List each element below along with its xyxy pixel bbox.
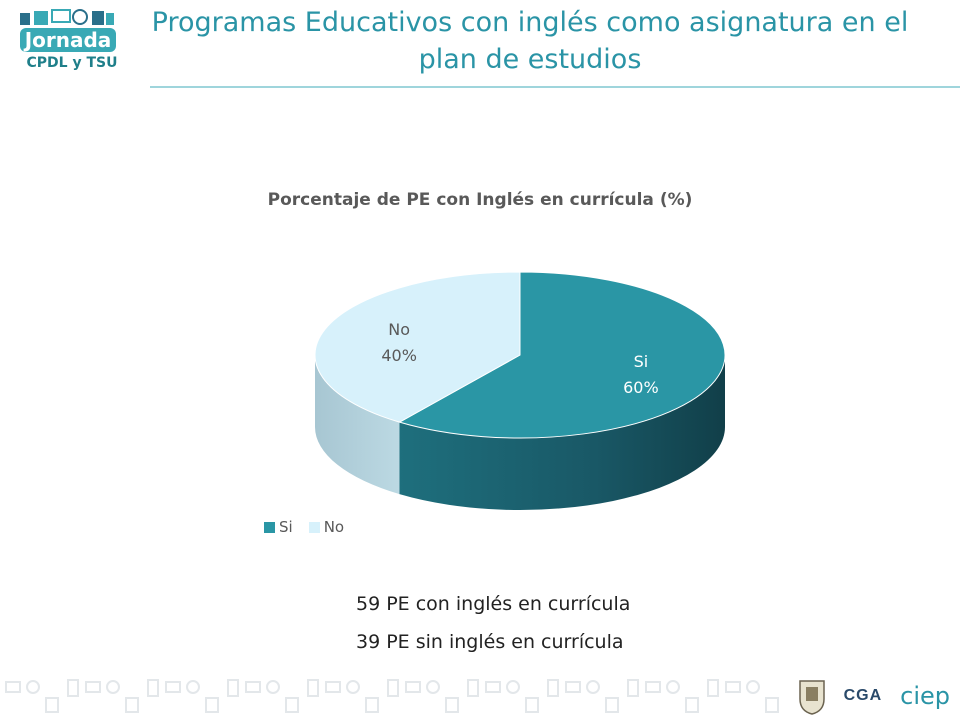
pie-label-category-si: Si [634,352,649,371]
legend-item-no: No [308,518,345,536]
footer-pattern-shape [205,697,219,713]
footer-pattern-shape [186,680,200,694]
title-line-1: Programas Educativos con inglés como asi… [151,7,909,38]
title-line-2: plan de estudios [418,44,642,75]
pie-slice-si [398,271,726,439]
footer-pattern-shape [645,681,661,693]
footer-pattern-shape [5,681,21,693]
footer-pattern-shape [387,679,399,697]
footer-pattern-shape [67,679,79,697]
footer-pattern [5,679,779,713]
footer-pattern-shape [85,681,101,693]
footer-pattern-shape [307,679,319,697]
footer-pattern-shape [605,697,619,713]
footer-pattern-shape [106,680,120,694]
logo-icons [20,9,114,25]
footer-pattern-shape [125,697,139,713]
footer-pattern-shape [525,697,539,713]
legend-label-no: No [323,518,345,536]
pie-label-value-si: 60% [623,378,659,397]
footer-pattern-shape [165,681,181,693]
logo-subtitle: CPDL y TSU [26,55,118,71]
note-con-ingles: 59 PE con inglés en currícula [356,593,631,615]
udg-crest-icon [798,680,825,715]
footer-pattern-shape [325,681,341,693]
legend-swatch-no [308,521,320,533]
note-sin-ingles: 39 PE sin inglés en currícula [356,631,624,653]
footer-pattern-shape [45,697,59,713]
legend-item-si: Si [264,518,293,536]
pie-label-value-no: 40% [381,346,417,365]
footer-pattern-shape [565,681,581,693]
footer-pattern-shape [426,680,440,694]
pie-side-no [315,355,400,495]
pie-slice-no [314,271,521,423]
footer-pattern-shape [285,697,299,713]
footer-pattern-shape [725,681,741,693]
cga-logo: CGA [843,687,883,704]
footer-pattern-shape [586,680,600,694]
title-divider [150,86,960,88]
jornada-logo: Jornada CPDL y TSU [12,8,124,72]
footer-pattern-shape [266,680,280,694]
ciep-logo: ciep [900,682,950,710]
footer-pattern-shape [547,679,559,697]
footer-pattern-shape [485,681,501,693]
footer-pattern-shape [707,679,719,697]
legend-label-si: Si [279,518,293,536]
footer-pattern-shape [227,679,239,697]
footer-pattern-shape [467,679,479,697]
footer-pattern-shape [365,697,379,713]
pie-label-category-no: No [388,320,410,339]
footer-pattern-shape [245,681,261,693]
page-title: Programas Educativos con inglés como asi… [150,4,910,78]
chart-title: Porcentaje de PE con Inglés en currícula… [267,190,693,210]
footer-pattern-shape [765,697,779,713]
footer-pattern-shape [405,681,421,693]
footer-pattern-shape [506,680,520,694]
footer-pattern-shape [346,680,360,694]
pie-side-si [399,355,725,510]
footer-pattern-shape [26,680,40,694]
footer-pattern-shape [746,680,760,694]
footer-pattern-shape [685,697,699,713]
footer-pattern-shape [666,680,680,694]
footer-pattern-shape [627,679,639,697]
legend-swatch-si [264,521,275,533]
footer-logos: CGA ciep [798,674,950,718]
chart-legend: Si No [264,518,354,536]
footer-pattern-shape [445,697,459,713]
footer-pattern-shape [147,679,159,697]
logo-jornada-text: Jornada [20,28,116,52]
